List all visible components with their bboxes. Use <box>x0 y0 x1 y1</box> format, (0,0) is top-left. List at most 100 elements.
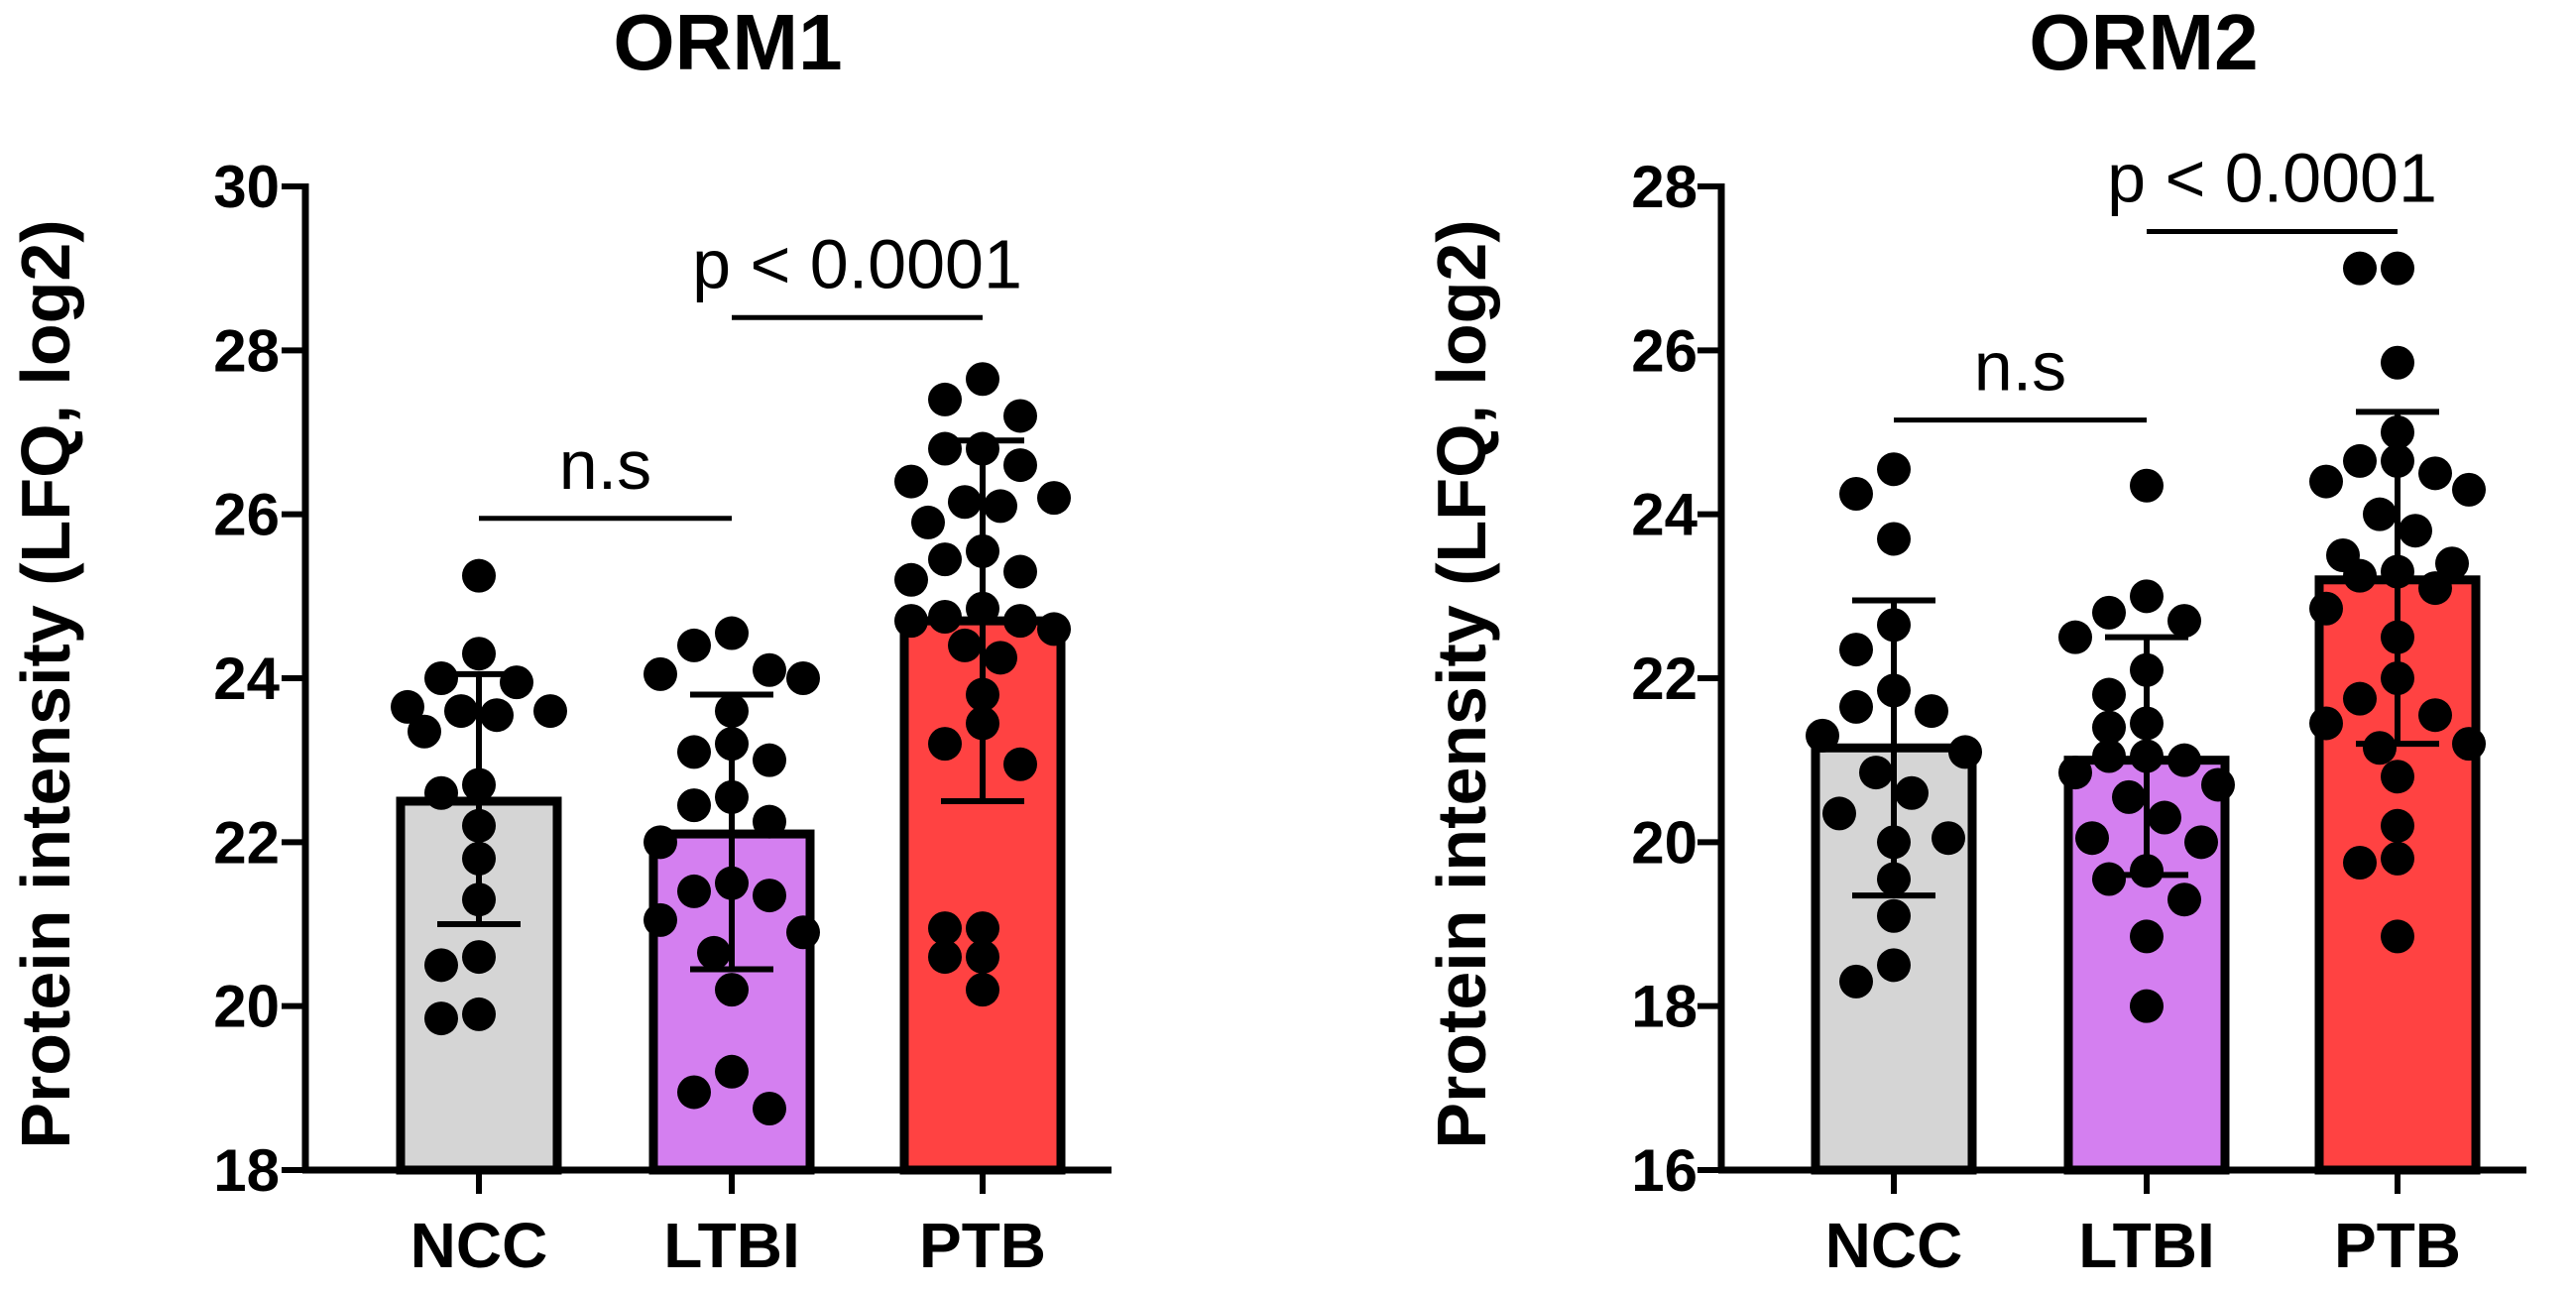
panel-orm1-point-ptb <box>894 562 928 597</box>
panel-orm2-point-ltbi <box>2130 989 2164 1023</box>
panel-orm2-point-ltbi <box>2130 919 2164 954</box>
panel-orm1-x-label-ptb: PTB <box>919 1210 1046 1281</box>
panel-orm1-y-tick-label-26: 26 <box>213 482 280 548</box>
panel-orm2-point-ptb <box>2363 497 2397 531</box>
panel-orm1-point-ptb <box>928 940 962 975</box>
panel-orm2-point-ptb <box>2309 464 2343 499</box>
panel-orm2-point-ptb <box>2343 681 2377 716</box>
panel-orm1-point-ncc <box>444 694 478 729</box>
panel-orm1-point-ltbi <box>677 628 711 662</box>
panel-orm2-point-ptb <box>2452 727 2486 762</box>
panel-orm2-point-ncc <box>1877 452 1911 487</box>
panel-orm2-y-tick-label-18: 18 <box>1631 974 1698 1040</box>
panel-orm1-point-ptb <box>1037 612 1071 647</box>
panel-orm1-y-ticks: 18 20 22 24 26 28 30 <box>213 154 305 1204</box>
panel-orm1-point-ptb <box>984 641 1017 675</box>
panel-orm1-sig-label-ncc-ltbi: n.s <box>559 426 651 504</box>
panel-orm2-point-ncc <box>1839 964 1873 999</box>
panel-orm1-point-ncc <box>462 558 496 593</box>
panel-orm1-point-ltbi <box>677 1075 711 1110</box>
panel-orm1-x-label-ltbi: LTBI <box>663 1210 799 1281</box>
panel-orm2-point-ltbi <box>2112 779 2146 814</box>
panel-orm2-point-ltbi <box>2167 604 2201 639</box>
panel-orm1-point-ptb <box>1003 554 1037 589</box>
panel-orm1-point-ptb <box>1003 399 1037 433</box>
panel-orm1-point-ltbi <box>715 616 749 650</box>
panel-orm2-point-ltbi <box>2075 821 2109 856</box>
panel-orm2-y-tick-label-26: 26 <box>1631 317 1698 384</box>
panel-orm2-point-ncc <box>1895 775 1929 810</box>
panel-orm1-point-ptb <box>966 362 999 397</box>
panel-orm2-y-tick-label-28: 28 <box>1631 154 1698 220</box>
panel-orm1-axes <box>301 183 1112 1194</box>
panel-orm1-point-ltbi <box>697 935 731 970</box>
panel-orm2-point-ptb <box>2343 443 2377 478</box>
panel-orm1-point-ncc <box>500 665 533 700</box>
panel-orm2-point-ltbi <box>2148 800 2181 835</box>
panel-orm2: ORM2 Protein intensity (LFQ, log2) 16 18 2… <box>1423 0 2526 1281</box>
panel-orm2-points <box>1806 251 2486 1023</box>
panel-orm1-x-labels: NCC LTBI PTB <box>410 1210 1046 1281</box>
panel-orm1-significance: n.s p < 0.0001 <box>479 225 1022 522</box>
panel-orm2-point-ltbi <box>2092 739 2126 773</box>
panel-orm1-y-tick-label-28: 28 <box>213 317 280 384</box>
panel-orm2-point-ptb <box>2418 456 2452 491</box>
panel-orm1-point-ncc <box>424 1001 458 1036</box>
panel-orm1-point-ltbi <box>753 879 786 913</box>
panel-orm1-point-ltbi <box>644 656 677 691</box>
panel-orm2-point-ltbi <box>2201 767 2235 802</box>
panel-orm1-point-ltbi <box>644 902 677 937</box>
panel-orm1-point-ltbi <box>786 915 820 950</box>
panel-orm1-point-ncc <box>462 940 496 975</box>
panel-orm1-point-ncc <box>424 661 458 695</box>
panel-orm2-y-tick-label-16: 16 <box>1631 1137 1698 1204</box>
panel-orm1-point-ptb <box>1037 481 1071 516</box>
panel-orm2-point-ptb <box>2309 706 2343 741</box>
panel-orm2-point-ltbi <box>2058 620 2092 654</box>
panel-orm1-point-ptb <box>1003 747 1037 781</box>
panel-orm1-point-ptb <box>928 431 962 466</box>
panel-orm1-sig-label-ltbi-ptb: p < 0.0001 <box>692 225 1022 302</box>
panel-orm2-x-label-ncc: NCC <box>1825 1210 1963 1281</box>
panel-orm2-y-ticks: 16 18 20 22 24 26 28 <box>1631 154 1721 1204</box>
panel-orm1-point-ncc <box>462 997 496 1031</box>
panel-orm2-point-ncc <box>1839 689 1873 724</box>
panel-orm1-point-ptb <box>928 727 962 762</box>
panel-orm2-x-label-ptb: PTB <box>2334 1210 2461 1281</box>
panel-orm2-point-ptb <box>2381 251 2414 286</box>
panel-orm1-point-ptb <box>966 940 999 975</box>
panel-orm2-point-ptb <box>2435 546 2469 581</box>
panel-orm1-y-tick-label-24: 24 <box>213 646 280 712</box>
panel-orm2-point-ltbi <box>2167 743 2201 777</box>
panel-orm1-ylabel: Protein intensity (LFQ, log2) <box>7 219 84 1148</box>
panel-orm2-point-ptb <box>2381 919 2414 954</box>
panel-orm1-point-ptb <box>911 505 945 539</box>
panel-orm2-point-ptb <box>2381 841 2414 876</box>
panel-orm2-point-ncc <box>1948 735 1982 769</box>
panel-orm2-ylabel: Protein intensity (LFQ, log2) <box>1423 219 1500 1148</box>
panel-orm2-y-tick-label-24: 24 <box>1631 482 1698 548</box>
panel-orm2-point-ltbi <box>2092 710 2126 745</box>
panel-orm2-point-ncc <box>1877 522 1911 556</box>
panel-orm1-point-ptb <box>928 911 962 946</box>
panel-orm2-point-ltbi <box>2184 825 2218 860</box>
panel-orm2-point-ncc <box>1877 948 1911 983</box>
panel-orm2-point-ptb <box>2363 731 2397 765</box>
panel-orm1-point-ltbi <box>715 973 749 1007</box>
panel-orm1-point-ptb <box>894 604 928 639</box>
panel-orm2-point-ncc <box>1806 718 1839 753</box>
panel-orm2-point-ltbi <box>2092 595 2126 630</box>
panel-orm2-point-ncc <box>1859 756 1893 790</box>
panel-orm2-point-ptb <box>2399 514 2432 548</box>
panel-orm2-point-ltbi <box>2167 882 2201 917</box>
panel-orm1-point-ptb <box>966 973 999 1007</box>
panel-orm2-point-ptb <box>2381 808 2414 843</box>
panel-orm1-point-ncc <box>408 714 441 749</box>
panel-orm1-point-ncc <box>480 698 514 733</box>
panel-orm1-x-label-ncc: NCC <box>410 1210 548 1281</box>
panel-orm1-point-ltbi <box>786 661 820 695</box>
panel-orm2-point-ltbi <box>2058 756 2092 790</box>
panel-orm1-y-tick-label-20: 20 <box>213 974 280 1040</box>
panel-orm1-point-ptb <box>1003 604 1037 639</box>
panel-orm2-x-label-ltbi: LTBI <box>2078 1210 2214 1281</box>
